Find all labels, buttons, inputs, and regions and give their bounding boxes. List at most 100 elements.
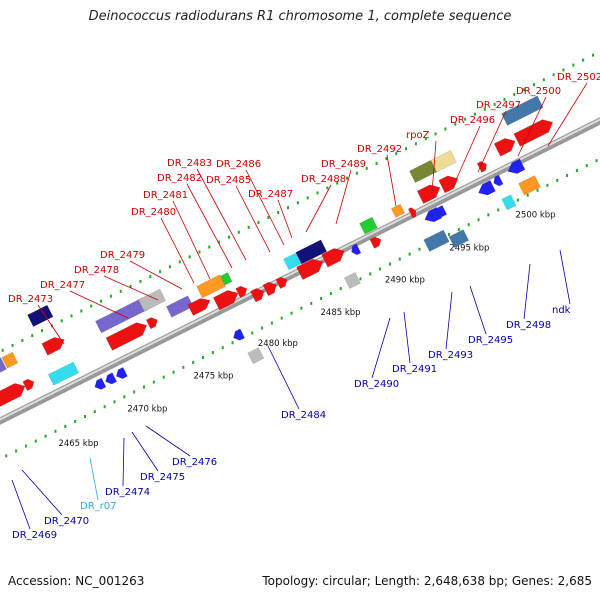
- track-dot: [306, 196, 309, 200]
- track-dot: [572, 63, 575, 67]
- leader-line: [89, 457, 99, 501]
- topology-info-text: Topology: circular; Length: 2,648,638 bp…: [262, 574, 592, 588]
- leader-line: [131, 431, 159, 472]
- gene-feature: [250, 288, 265, 303]
- gene-feature: [507, 158, 526, 174]
- gene-feature: [41, 337, 65, 356]
- track-dot: [119, 289, 122, 293]
- track-dot: [326, 186, 329, 190]
- track-dot: [379, 267, 382, 271]
- leader-line: [267, 345, 300, 410]
- track-dot: [60, 319, 63, 323]
- gene-feature: [493, 174, 504, 187]
- track-dot: [405, 147, 408, 151]
- gene-feature: [430, 150, 457, 173]
- gene-feature: [423, 229, 450, 252]
- track-dot: [103, 405, 106, 409]
- axis-tick-label: 2470 kbp: [127, 404, 167, 414]
- track-dot: [487, 213, 490, 217]
- leader-line: [523, 263, 531, 320]
- track-dot: [280, 316, 283, 320]
- gene-feature: [501, 194, 517, 211]
- track-dot: [546, 183, 549, 187]
- leader-line: [37, 304, 65, 345]
- gene-label-bottom: DR_2475: [140, 472, 185, 483]
- gene-label-top: DR_2480: [131, 207, 176, 218]
- track-dot: [503, 97, 506, 101]
- track-dot: [473, 112, 476, 116]
- gene-feature: [359, 216, 378, 235]
- gene-feature: [165, 295, 194, 318]
- track-dot: [542, 78, 545, 82]
- gene-label-top: DR_2492: [357, 144, 402, 155]
- track-dot: [444, 127, 447, 131]
- track-dot: [64, 424, 67, 428]
- leader-line: [122, 437, 125, 487]
- leader-line: [145, 425, 191, 457]
- gene-label-bottom: DR_2495: [468, 335, 513, 346]
- gene-feature: [115, 366, 128, 380]
- leader-line: [69, 290, 129, 319]
- leader-line: [445, 291, 453, 350]
- gene-feature: [94, 377, 107, 390]
- track-dot: [218, 240, 221, 244]
- gene-feature: [435, 205, 448, 218]
- gene-feature: [351, 243, 362, 256]
- leader-line: [559, 249, 571, 305]
- gene-feature: [0, 357, 7, 373]
- gene-feature: [233, 328, 246, 341]
- track-dot: [83, 415, 86, 419]
- gene-feature: [343, 272, 361, 290]
- leader-line: [235, 185, 271, 253]
- leader-line: [277, 199, 293, 239]
- track-dot: [310, 301, 313, 305]
- track-dot: [300, 306, 303, 310]
- track-dot: [320, 296, 323, 300]
- gene-label-bottom: DR_2491: [392, 364, 437, 375]
- track-dot: [434, 132, 437, 136]
- leader-line: [196, 168, 247, 261]
- track-dot: [257, 220, 260, 224]
- gene-label-top: DR_2497: [476, 100, 521, 111]
- track-dot: [316, 191, 319, 195]
- track-dot: [211, 351, 214, 355]
- track-dot: [516, 198, 519, 202]
- gene-feature: [105, 372, 118, 385]
- track-dot: [237, 230, 240, 234]
- leader-line: [11, 479, 31, 530]
- leader-line: [517, 96, 547, 157]
- track-dot: [54, 429, 57, 433]
- axis-tick-label: 2480 kbp: [258, 339, 298, 349]
- track-dot: [267, 216, 270, 220]
- track-dot: [575, 169, 578, 173]
- gene-label-top: DR_2473: [8, 294, 53, 305]
- leader-line: [129, 260, 183, 290]
- track-dot: [418, 247, 421, 251]
- gene-label-top: DR_2477: [40, 280, 85, 291]
- track-dot: [369, 272, 372, 276]
- gene-feature: [187, 298, 211, 316]
- gene-label-top: DR_2478: [74, 265, 119, 276]
- track-dot: [277, 211, 280, 215]
- track-dot: [109, 294, 112, 298]
- track-dot: [457, 228, 460, 232]
- track-dot: [208, 245, 211, 249]
- gene-label-top: DR_2489: [321, 159, 366, 170]
- track-dot: [385, 156, 388, 160]
- track-dot: [454, 122, 457, 126]
- gene-label-top: DR_2502: [557, 72, 600, 83]
- track-dot: [113, 400, 116, 404]
- track-dot: [556, 178, 559, 182]
- gene-feature: [47, 361, 80, 386]
- gene-feature: [283, 252, 302, 271]
- gene-feature: [407, 207, 417, 219]
- gene-label-top: DR_2485: [206, 175, 251, 186]
- gene-label-bottom: DR_2476: [172, 457, 217, 468]
- track-dot: [172, 370, 175, 374]
- gene-feature: [438, 175, 459, 194]
- gene-label-top: DR_2479: [100, 250, 145, 261]
- track-dot: [24, 444, 27, 448]
- gene-feature: [235, 285, 248, 298]
- leader-line: [547, 82, 588, 147]
